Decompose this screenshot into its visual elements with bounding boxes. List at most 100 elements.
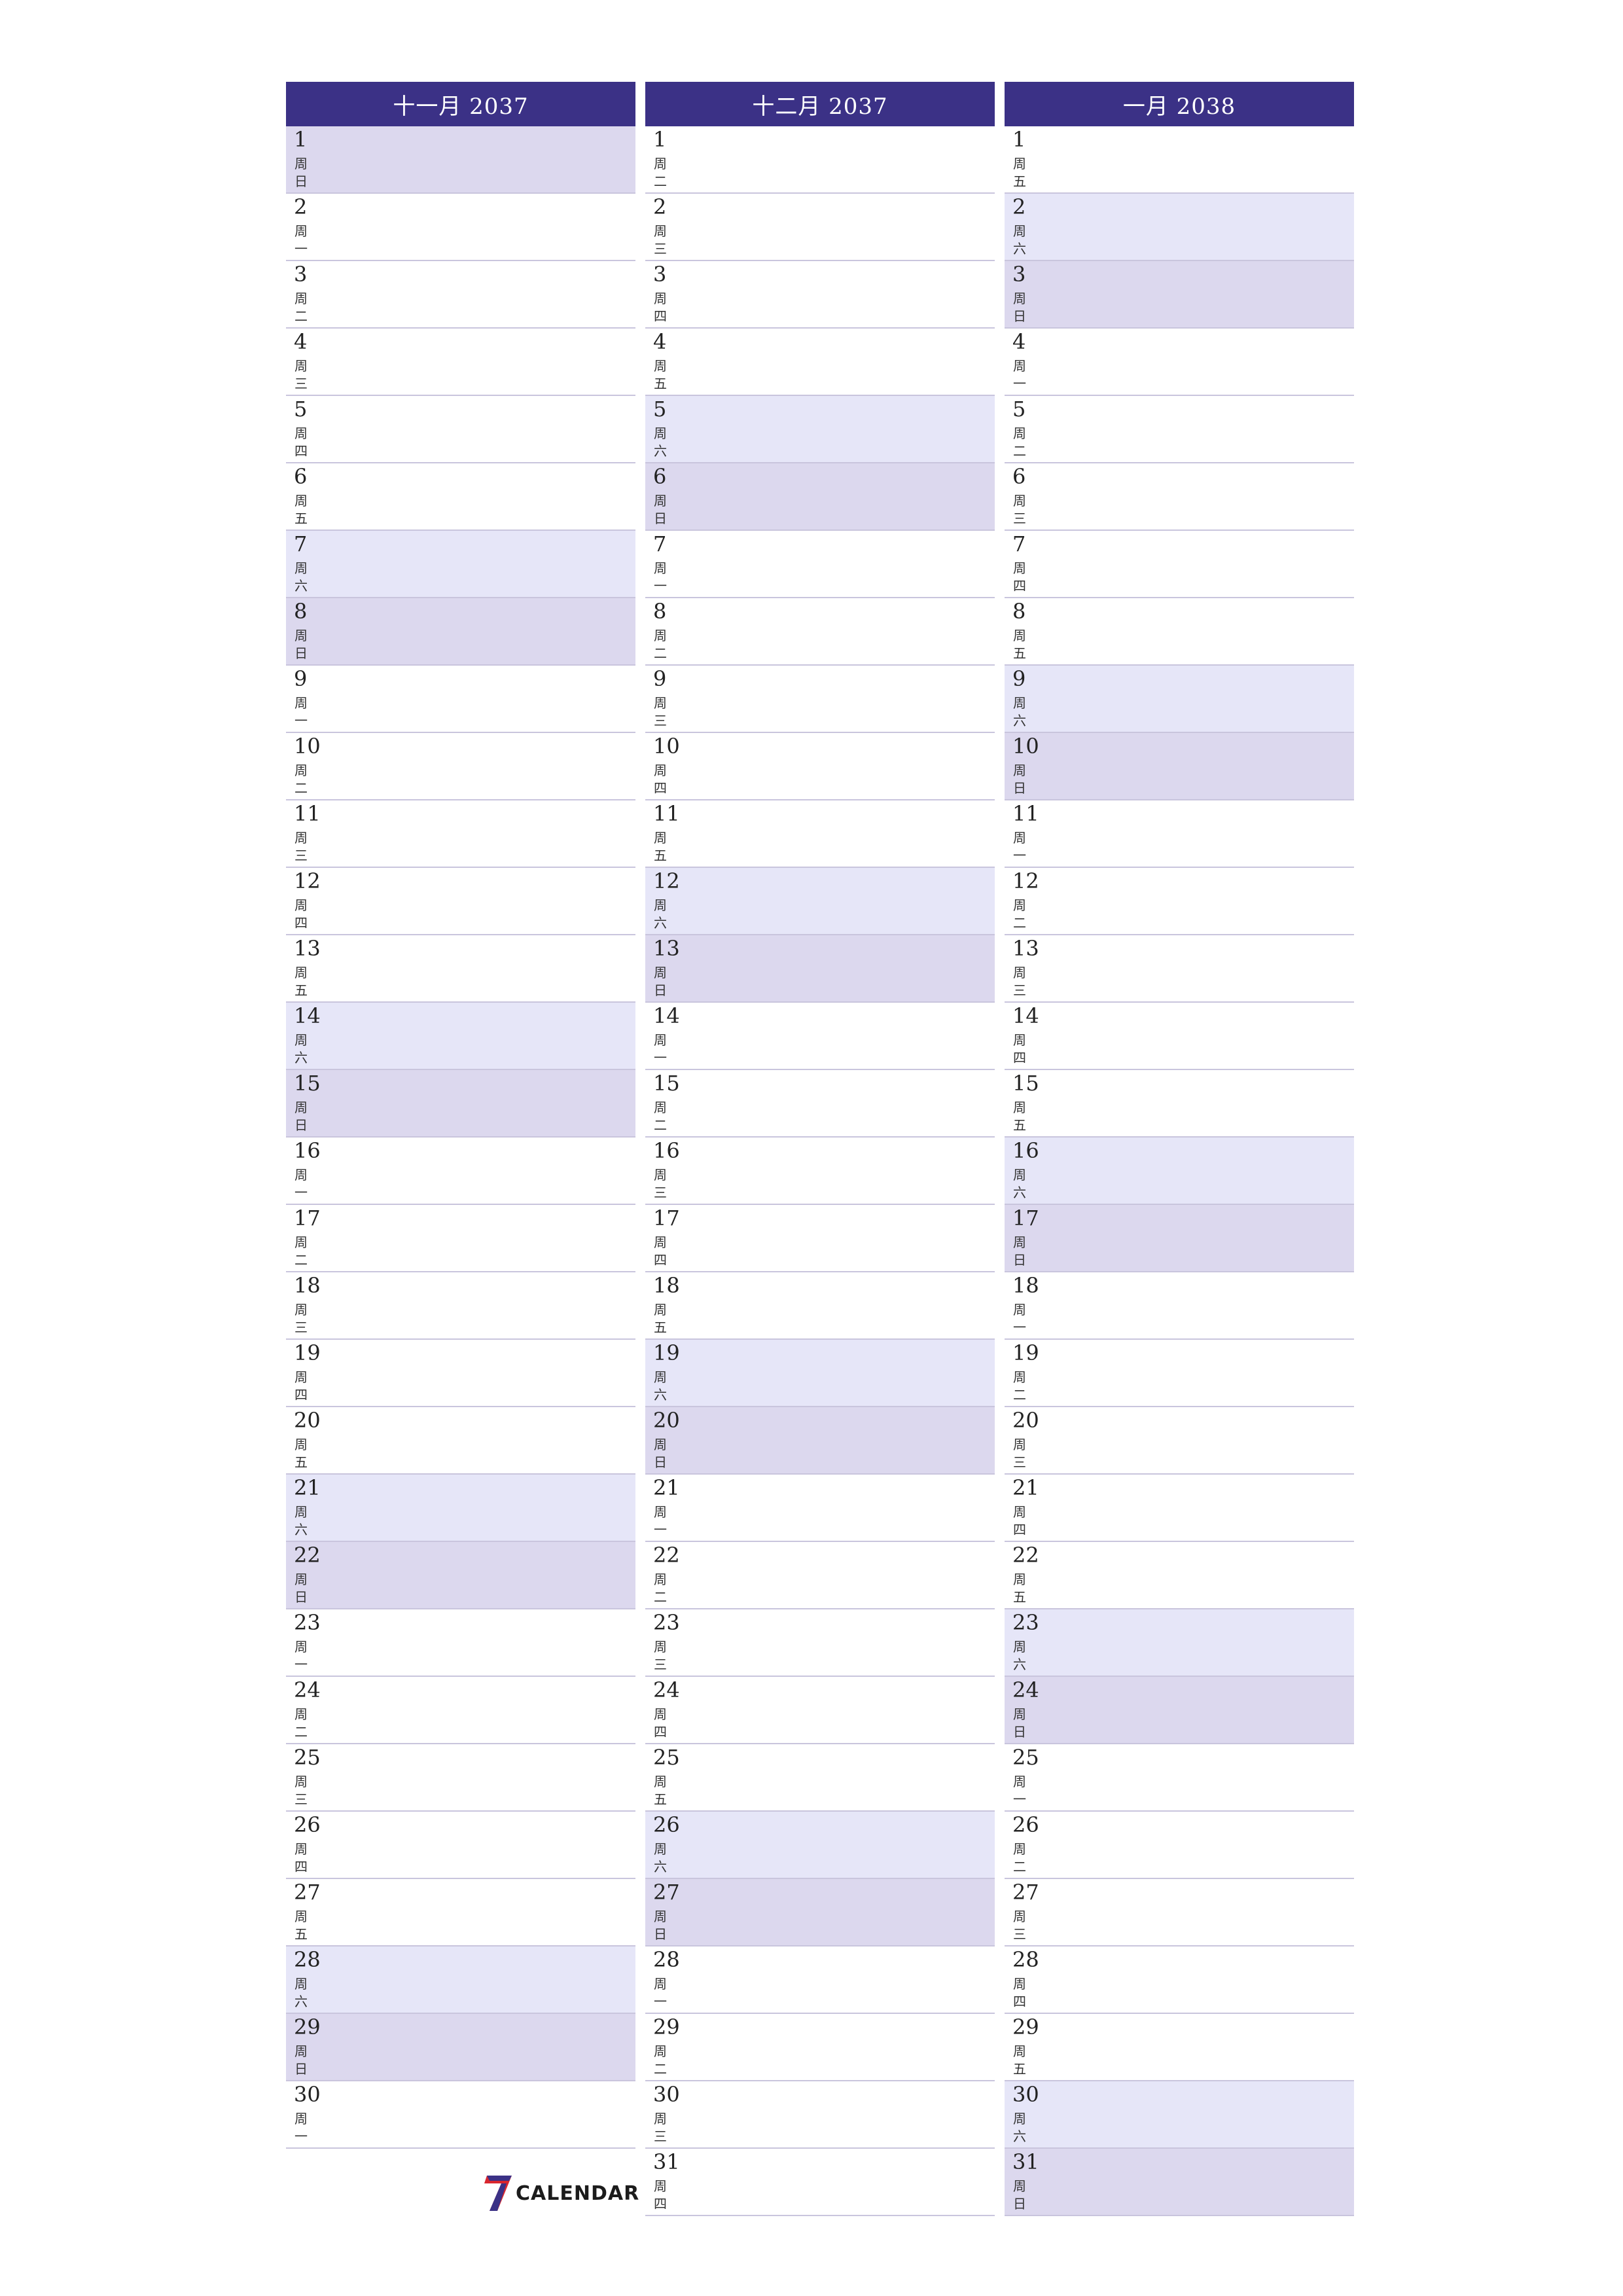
day-number: 4 xyxy=(1012,329,1026,354)
day-cell: 13 周五 xyxy=(286,935,635,1003)
weekday-label: 周一 xyxy=(654,1976,667,2009)
weekday-label: 周六 xyxy=(1013,1639,1026,1672)
day-number: 10 xyxy=(653,734,680,759)
day-cell: 13 周三 xyxy=(1005,935,1354,1003)
weekday-label: 周三 xyxy=(1013,1909,1026,1942)
day-number: 13 xyxy=(1012,936,1039,961)
day-cell: 6 周三 xyxy=(1005,463,1354,531)
day-cell: 19 周四 xyxy=(286,1340,635,1407)
weekday-label: 周四 xyxy=(654,2178,667,2212)
logo-text: CALENDAR xyxy=(516,2181,640,2205)
day-cell: 17 周四 xyxy=(645,1205,995,1272)
day-cell: 15 周日 xyxy=(286,1070,635,1138)
day-number: 24 xyxy=(653,1677,680,1702)
weekday-label: 周一 xyxy=(294,695,308,728)
day-cell: 3 周二 xyxy=(286,261,635,329)
day-number: 27 xyxy=(294,1880,321,1905)
day-number: 12 xyxy=(294,869,321,893)
day-number: 9 xyxy=(294,666,308,691)
day-cell: 24 周四 xyxy=(645,1677,995,1744)
day-cell: 27 周五 xyxy=(286,1879,635,1946)
day-number: 17 xyxy=(1012,1206,1039,1230)
weekday-label: 周三 xyxy=(1013,965,1026,998)
weekday-label: 周五 xyxy=(1013,1100,1026,1133)
weekday-label: 周二 xyxy=(1013,897,1026,931)
day-number: 23 xyxy=(294,1610,321,1635)
day-number: 17 xyxy=(653,1206,680,1230)
day-number: 3 xyxy=(294,262,308,287)
day-number: 5 xyxy=(294,397,308,422)
weekday-label: 周日 xyxy=(1013,291,1026,324)
day-number: 17 xyxy=(294,1206,321,1230)
day-number: 7 xyxy=(294,531,308,556)
day-number: 22 xyxy=(653,1543,680,1568)
day-number: 10 xyxy=(294,734,321,759)
day-number: 7 xyxy=(653,531,667,556)
day-cell: 18 周一 xyxy=(1005,1272,1354,1340)
weekday-label: 周二 xyxy=(1013,425,1026,459)
month-column: 十一月 2037 1 周日 2 周一 3 周二 4 周三 5 周四 6 周五 7 周六 8 周日 9 周一 10 周二… xyxy=(286,82,635,2149)
weekday-label: 周日 xyxy=(1013,1706,1026,1740)
weekday-label: 周二 xyxy=(294,291,308,324)
day-cell: 14 周六 xyxy=(286,1003,635,1070)
day-number: 11 xyxy=(1012,801,1039,826)
day-number: 8 xyxy=(653,599,667,624)
day-number: 31 xyxy=(653,2149,680,2174)
day-cell: 7 周一 xyxy=(645,531,995,598)
day-cell: 21 周四 xyxy=(1005,1475,1354,1542)
day-cell: 26 周二 xyxy=(1005,1812,1354,1879)
day-cell: 2 周三 xyxy=(645,194,995,261)
day-cell: 6 周日 xyxy=(645,463,995,531)
day-number: 31 xyxy=(1012,2149,1039,2174)
weekday-label: 周日 xyxy=(1013,2178,1026,2212)
day-cell: 10 周日 xyxy=(1005,733,1354,800)
day-number: 20 xyxy=(294,1408,321,1433)
day-number: 8 xyxy=(1012,599,1026,624)
weekday-label: 周日 xyxy=(1013,1234,1026,1268)
day-number: 1 xyxy=(653,127,667,152)
day-cell: 4 周五 xyxy=(645,329,995,396)
day-number: 21 xyxy=(1012,1475,1039,1500)
day-cell: 9 周一 xyxy=(286,666,635,733)
day-number: 9 xyxy=(653,666,667,691)
day-cell: 1 周五 xyxy=(1005,126,1354,194)
day-number: 25 xyxy=(1012,1745,1039,1770)
weekday-label: 周一 xyxy=(654,1032,667,1066)
day-cell: 22 周五 xyxy=(1005,1542,1354,1609)
weekday-label: 周三 xyxy=(654,695,667,728)
weekday-label: 周三 xyxy=(1013,1437,1026,1470)
weekday-label: 周二 xyxy=(654,1571,667,1605)
day-cell: 26 周四 xyxy=(286,1812,635,1879)
day-cell: 22 周二 xyxy=(645,1542,995,1609)
weekday-label: 周三 xyxy=(294,830,308,863)
day-number: 16 xyxy=(653,1138,680,1163)
day-number: 27 xyxy=(653,1880,680,1905)
weekday-label: 周二 xyxy=(294,762,308,796)
weekday-label: 周二 xyxy=(1013,1369,1026,1403)
day-cell: 10 周二 xyxy=(286,733,635,800)
day-number: 20 xyxy=(1012,1408,1039,1433)
day-list: 1 周日 2 周一 3 周二 4 周三 5 周四 6 周五 7 周六 8 周日 9 周一 10 周二 11 周三 12 周四 1… xyxy=(286,126,635,2149)
weekday-label: 周五 xyxy=(1013,1571,1026,1605)
day-number: 16 xyxy=(294,1138,321,1163)
weekday-label: 周一 xyxy=(294,223,308,257)
day-cell: 12 周四 xyxy=(286,868,635,935)
weekday-label: 周六 xyxy=(654,1369,667,1403)
day-number: 18 xyxy=(294,1273,321,1298)
day-number: 29 xyxy=(294,2015,321,2039)
day-number: 30 xyxy=(294,2082,321,2107)
day-number: 6 xyxy=(1012,464,1026,489)
weekday-label: 周三 xyxy=(294,358,308,391)
day-number: 11 xyxy=(294,801,321,826)
day-cell: 21 周一 xyxy=(645,1475,995,1542)
weekday-label: 周一 xyxy=(1013,1774,1026,1807)
day-number: 3 xyxy=(1012,262,1026,287)
day-cell: 8 周日 xyxy=(286,598,635,666)
weekday-label: 周五 xyxy=(294,965,308,998)
weekday-label: 周五 xyxy=(654,358,667,391)
day-number: 2 xyxy=(653,194,667,219)
day-number: 15 xyxy=(653,1071,680,1096)
day-cell: 24 周二 xyxy=(286,1677,635,1744)
day-cell: 7 周四 xyxy=(1005,531,1354,598)
weekday-label: 周五 xyxy=(1013,156,1026,189)
